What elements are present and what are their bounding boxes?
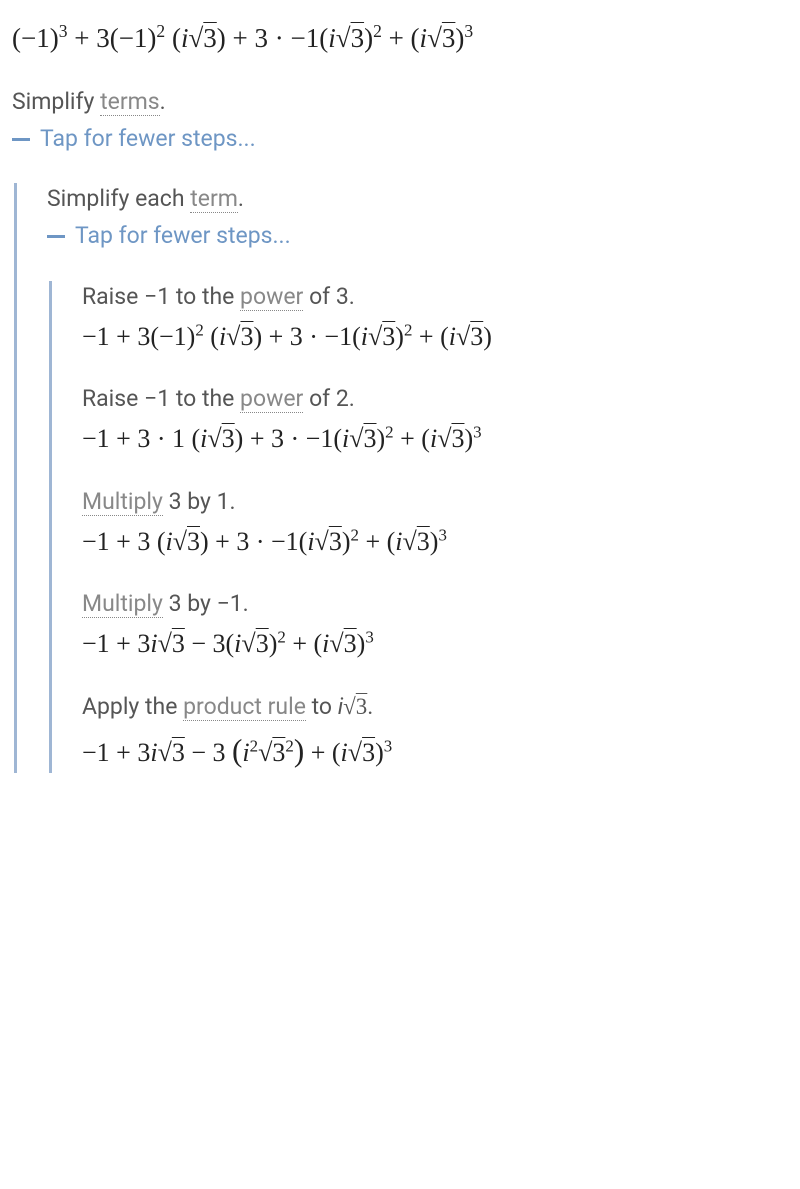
text-suffix: of 2. — [303, 385, 355, 412]
step-4: Multiply 3 by −1. −1 + 3i√3 − 3(i√3)2 + … — [82, 588, 788, 663]
step-5: Apply the product rule to i√3. −1 + 3i√3… — [82, 691, 788, 773]
term-link[interactable]: term — [190, 185, 238, 213]
text-prefix: Simplify — [12, 88, 100, 115]
simplify-terms-text: Simplify terms. — [12, 86, 788, 118]
power-link[interactable]: power — [240, 385, 303, 413]
multiply-link[interactable]: Multiply — [82, 590, 163, 618]
multiply-link[interactable]: Multiply — [82, 488, 163, 516]
step-text: Multiply 3 by 1. — [82, 486, 788, 518]
text-prefix: Raise −1 to the — [82, 283, 240, 310]
step-expression: −1 + 3 · 1 (i√3) + 3 · −1(i√3)2 + (i√3)3 — [82, 421, 788, 457]
collapse-toggle-2[interactable]: Tap for fewer steps... — [47, 220, 788, 252]
step-expression: −1 + 3 (i√3) + 3 · −1(i√3)2 + (i√3)3 — [82, 524, 788, 560]
step-expression: −1 + 3(−1)2 (i√3) + 3 · −1(i√3)2 + (i√3) — [82, 319, 788, 355]
toggle-label: Tap for fewer steps... — [40, 123, 256, 155]
step-expression: −1 + 3i√3 − 3 (i2√32) + (i√3)3 — [82, 729, 788, 773]
step-text: Raise −1 to the power of 2. — [82, 383, 788, 415]
toggle-label: Tap for fewer steps... — [75, 220, 291, 252]
step-3: Multiply 3 by 1. −1 + 3 (i√3) + 3 · −1(i… — [82, 486, 788, 561]
minus-icon — [12, 138, 30, 141]
text-suffix: 3 by 1. — [163, 488, 236, 515]
text-prefix: Simplify each — [47, 185, 190, 212]
power-link[interactable]: power — [240, 283, 303, 311]
text-prefix: Raise −1 to the — [82, 385, 240, 412]
text-suffix: of 3. — [303, 283, 355, 310]
minus-icon — [47, 235, 65, 238]
simplify-each-term-text: Simplify each term. — [47, 183, 788, 215]
text-prefix: Apply the — [82, 693, 183, 720]
terms-link[interactable]: terms — [100, 88, 160, 116]
indent-level-2: Raise −1 to the power of 3. −1 + 3(−1)2 … — [49, 281, 788, 773]
step-text: Multiply 3 by −1. — [82, 588, 788, 620]
text-suffix: 3 by −1. — [163, 590, 249, 617]
step-1: Raise −1 to the power of 3. −1 + 3(−1)2 … — [82, 281, 788, 356]
step-text: Apply the product rule to i√3. — [82, 691, 788, 723]
main-expression: (−1)3 + 3(−1)2 (i√3) + 3 · −1(i√3)2 + (i… — [12, 20, 788, 58]
indent-level-1: Simplify each term. Tap for fewer steps.… — [14, 183, 788, 773]
text-suffix: to i√3. — [306, 693, 373, 720]
text-suffix: . — [160, 88, 166, 115]
step-expression: −1 + 3i√3 − 3(i√3)2 + (i√3)3 — [82, 626, 788, 662]
collapse-toggle-1[interactable]: Tap for fewer steps... — [12, 123, 788, 155]
text-suffix: . — [238, 185, 244, 212]
product-rule-link[interactable]: product rule — [183, 693, 306, 721]
step-2: Raise −1 to the power of 2. −1 + 3 · 1 (… — [82, 383, 788, 458]
step-text: Raise −1 to the power of 3. — [82, 281, 788, 313]
